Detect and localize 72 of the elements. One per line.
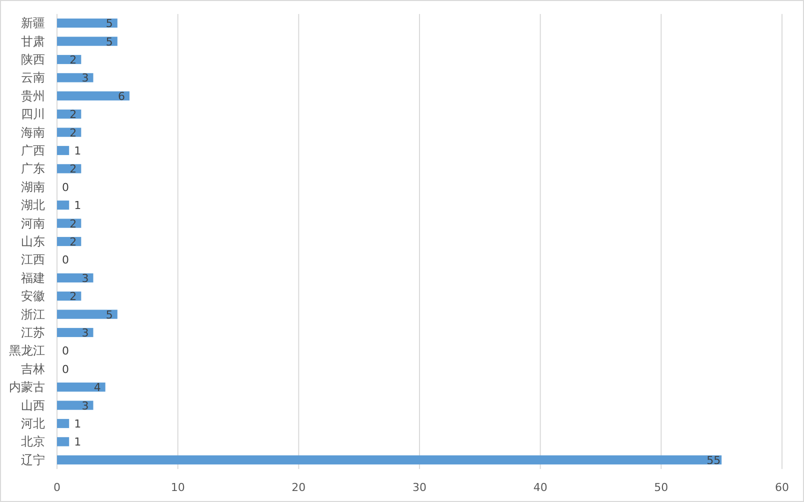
x-tick-label: 30: [412, 481, 426, 494]
y-tick-label: 甘肃: [21, 34, 45, 48]
data-label: 0: [62, 362, 69, 376]
bar: [57, 400, 94, 410]
x-tick-label: 50: [654, 481, 668, 494]
bar: [57, 382, 106, 392]
bar: [57, 328, 94, 338]
data-label: 3: [82, 72, 89, 85]
data-label: 5: [106, 35, 113, 48]
data-label: 1: [74, 418, 82, 430]
bar: [57, 418, 70, 428]
bar: [57, 164, 82, 174]
y-tick-label: 海南: [21, 125, 45, 140]
x-tick-label: 20: [292, 481, 306, 494]
data-label: 2: [70, 126, 77, 140]
data-label: 2: [70, 162, 77, 176]
data-label: 5: [106, 308, 113, 322]
y-tick-label: 安徽: [21, 289, 45, 304]
y-tick-label: 浙江: [21, 307, 45, 322]
bar: [57, 273, 94, 282]
data-label: 6: [118, 90, 125, 103]
y-tick-label: 云南: [21, 70, 45, 85]
data-label: 0: [62, 344, 69, 358]
y-tick-label: 辽宁: [21, 452, 45, 467]
x-tick-label: 0: [54, 481, 60, 494]
data-label: 2: [70, 217, 77, 230]
y-tick-label: 黑龙江: [9, 344, 45, 358]
bar: [57, 310, 118, 319]
data-label: 2: [70, 290, 77, 304]
y-tick-label: 湖南: [21, 180, 45, 194]
bar: [57, 18, 118, 28]
y-tick-label: 江西: [21, 252, 45, 267]
bar: [57, 36, 118, 46]
y-tick-label: 新疆: [21, 16, 45, 30]
y-tick-label: 内蒙古: [9, 380, 45, 394]
data-label: 2: [70, 236, 77, 248]
bar: [57, 73, 94, 82]
x-tick-label: 40: [533, 481, 548, 494]
data-label: 1: [74, 199, 82, 212]
x-tick-label: 10: [170, 481, 185, 494]
data-label: 5: [106, 17, 113, 30]
data-label: 1: [74, 436, 82, 449]
y-tick-label: 四川: [21, 107, 45, 122]
bar: [57, 455, 722, 464]
y-tick-label: 贵州: [21, 88, 45, 103]
bar: [57, 91, 130, 100]
y-tick-label: 山西: [21, 398, 45, 412]
x-tick-label: 60: [775, 481, 789, 494]
data-label: 2: [70, 108, 77, 122]
y-tick-label: 河北: [21, 416, 45, 430]
y-tick-label: 广东: [21, 162, 45, 176]
y-tick-label: 吉林: [21, 362, 45, 376]
data-label: 3: [82, 399, 89, 412]
y-tick-label: 湖北: [21, 198, 45, 212]
y-tick-label: 山东: [21, 234, 45, 248]
bar: [57, 437, 70, 446]
bar: [57, 146, 70, 156]
data-label: 4: [94, 381, 101, 394]
y-tick-label: 河南: [21, 216, 45, 230]
y-tick-label: 北京: [21, 434, 45, 449]
data-label: 2: [70, 54, 77, 66]
data-label: 1: [74, 144, 82, 158]
data-label: 3: [82, 272, 89, 285]
data-label: 3: [82, 326, 89, 340]
bar: [57, 200, 70, 210]
y-tick-label: 广西: [21, 144, 45, 158]
data-label: 0: [62, 254, 69, 267]
y-tick-label: 福建: [21, 270, 45, 285]
data-label: 0: [62, 180, 69, 194]
y-tick-label: 江苏: [21, 326, 45, 340]
y-tick-label: 陕西: [21, 52, 45, 66]
data-label: 55: [706, 454, 721, 467]
